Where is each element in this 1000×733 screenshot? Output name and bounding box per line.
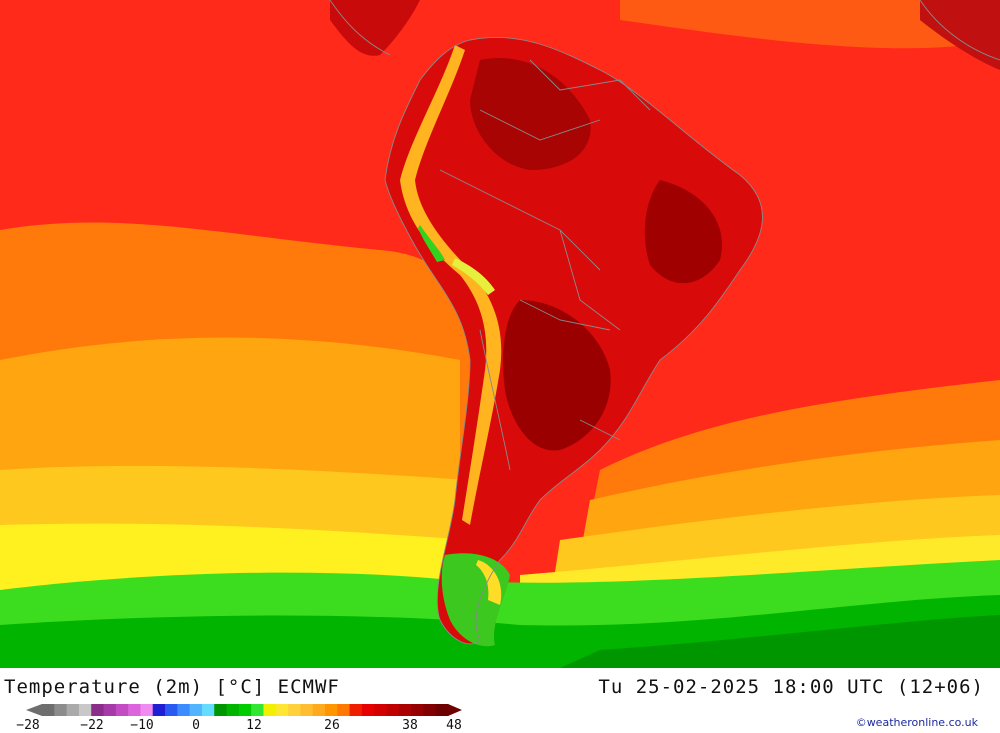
legend-swatch — [189, 704, 203, 716]
legend-tick-label: 12 — [246, 718, 262, 733]
andes-cool-patch — [418, 225, 445, 262]
legend-tick-label: 0 — [192, 718, 200, 733]
legend-tick-label: 26 — [324, 718, 340, 733]
legend-swatch — [177, 704, 191, 716]
legend-tick-label: −10 — [130, 718, 154, 733]
legend-swatch — [263, 704, 277, 716]
legend-swatch — [128, 704, 141, 716]
legend-swatch — [411, 704, 424, 716]
hot-interior-north — [470, 58, 591, 170]
northeast-warm-patch — [620, 0, 1000, 49]
altiplano-patch — [452, 258, 495, 295]
patagonia-yellow — [476, 560, 502, 605]
legend-swatch — [386, 704, 400, 716]
legend-swatch — [91, 704, 105, 716]
valid-time: Tu 25-02-2025 18:00 UTC (12+06) — [598, 676, 984, 698]
legend-swatch — [115, 704, 129, 716]
footer — [0, 668, 1000, 733]
legend-tick-label: 38 — [402, 718, 418, 733]
legend-swatch — [275, 704, 289, 716]
legend-swatch — [152, 704, 166, 716]
hot-interior-south — [503, 300, 611, 451]
legend-swatch — [201, 704, 215, 716]
legend-swatch — [226, 704, 240, 716]
color-legend — [0, 700, 480, 733]
legend-swatch — [103, 704, 117, 716]
legend-swatch — [324, 704, 338, 716]
map-title: Temperature (2m) [°C] ECMWF — [4, 676, 340, 698]
legend-swatch — [349, 704, 363, 716]
dark-green-band — [560, 615, 1000, 668]
legend-tick-label: 48 — [446, 718, 462, 733]
temperature-map — [0, 0, 1000, 668]
legend-arrow-right — [448, 704, 462, 716]
legend-swatch — [374, 704, 387, 716]
legend-swatch — [251, 704, 264, 716]
legend-swatch — [214, 704, 228, 716]
central-america — [330, 0, 420, 56]
legend-arrow-left — [26, 704, 42, 716]
legend-swatch — [423, 704, 437, 716]
legend-swatch — [312, 704, 326, 716]
legend-swatch — [54, 704, 68, 716]
legend-swatch — [238, 704, 252, 716]
map-canvas — [0, 0, 1000, 668]
legend-swatch — [165, 704, 178, 716]
legend-tick-label: −28 — [16, 718, 40, 733]
country-borders — [329, 0, 1000, 645]
legend-swatch — [361, 704, 375, 716]
legend-swatch — [42, 704, 55, 716]
legend-bar — [26, 704, 462, 716]
hot-interior-east — [644, 180, 722, 284]
legend-tick-label: −22 — [80, 718, 104, 733]
legend-swatch — [300, 704, 314, 716]
legend-swatch — [398, 704, 412, 716]
africa-edge — [920, 0, 1000, 70]
legend-swatch — [66, 704, 80, 716]
legend-swatch — [78, 704, 92, 716]
legend-swatch — [337, 704, 351, 716]
legend-swatch — [288, 704, 301, 716]
legend-swatch — [140, 704, 154, 716]
legend-swatch — [435, 704, 449, 716]
credit-link[interactable]: ©weatheronline.co.uk — [855, 716, 978, 729]
